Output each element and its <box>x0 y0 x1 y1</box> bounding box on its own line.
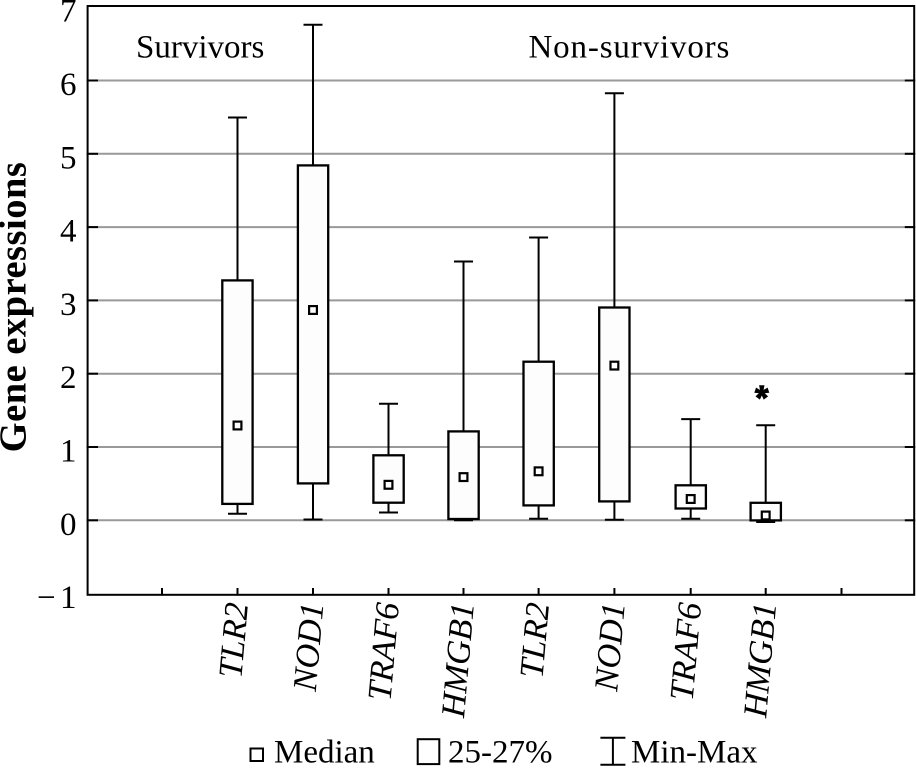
svg-text:Non-survivors: Non-survivors <box>529 30 731 66</box>
svg-text:Gene expressions: Gene expressions <box>0 162 35 453</box>
svg-text:5: 5 <box>60 140 77 176</box>
svg-text:Min-Max: Min-Max <box>631 734 758 768</box>
svg-text:−: − <box>37 580 56 616</box>
svg-text:Median: Median <box>274 734 375 768</box>
svg-text:TRAF6: TRAF6 <box>664 601 709 702</box>
svg-text:2: 2 <box>60 360 77 396</box>
svg-text:6: 6 <box>60 67 77 103</box>
svg-text:TLR2: TLR2 <box>514 601 557 680</box>
svg-text:0: 0 <box>60 507 77 543</box>
svg-text:1: 1 <box>60 580 77 616</box>
svg-text:1: 1 <box>60 434 77 470</box>
svg-text:4: 4 <box>60 214 77 250</box>
svg-text:Survivors: Survivors <box>136 30 264 66</box>
svg-text:TRAF6: TRAF6 <box>362 601 407 702</box>
svg-text:25-27%: 25-27% <box>448 734 552 768</box>
svg-text:7: 7 <box>60 0 77 30</box>
svg-text:3: 3 <box>60 287 77 323</box>
svg-text:NOD1: NOD1 <box>588 601 633 694</box>
svg-text:TLR2: TLR2 <box>213 601 256 680</box>
svg-text:NOD1: NOD1 <box>287 601 332 694</box>
